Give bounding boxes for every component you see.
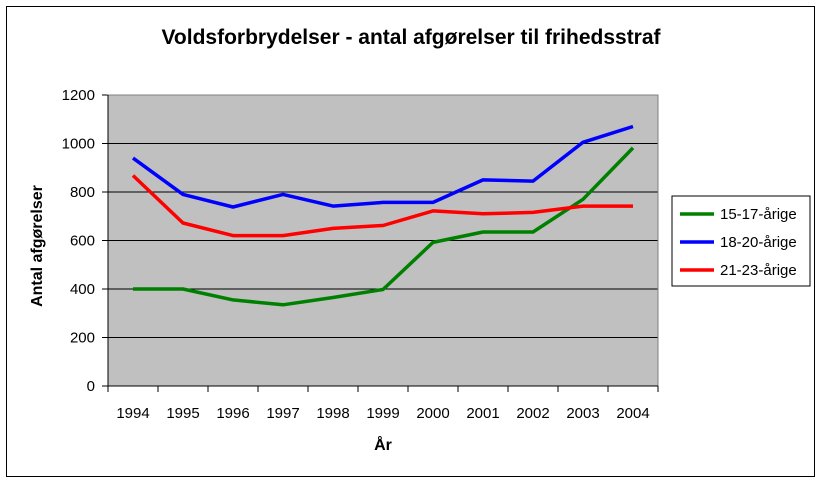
x-tick-label: 2003 [566,405,599,422]
x-tick-label: 1997 [266,405,299,422]
y-tick-label: 1200 [62,87,95,104]
x-tick-label: 1998 [316,405,349,422]
series-line-1 [133,146,635,307]
series-line-3 [131,174,633,238]
legend-label-1: 15-17-årige [720,206,797,223]
x-tick-label: 1996 [216,405,249,422]
axes [102,94,659,392]
y-tick-label: 1000 [62,136,95,153]
y-tick-label: 0 [87,378,95,395]
y-tick-label: 200 [70,330,95,347]
series-lines [131,124,635,307]
x-tick-label: 2002 [516,405,549,422]
x-tick-label: 2004 [616,405,649,422]
x-tick-label: 1995 [166,405,199,422]
x-tick-label: 1999 [366,405,399,422]
y-tick-label: 800 [70,184,95,201]
y-axis-label: Antal afgørelser [29,185,46,307]
series-line-2 [131,124,634,209]
x-tick-labels: 1994 1995 1996 1997 1998 1999 2000 2001 2002 2003… [116,405,649,422]
y-tick-label: 400 [70,281,95,298]
legend-label-2: 18-20-årige [720,234,797,251]
legend-label-3: 21-23-årige [720,262,797,279]
legend: 15-17-årige 18-20-årige 21-23-årige [671,195,811,287]
x-tick-label: 2001 [466,405,499,422]
x-tick-label: 2000 [416,405,449,422]
chart-title: Voldsforbrydelser - antal afgørelser til… [161,26,661,49]
x-axis-label: År [374,435,392,454]
x-tick-label: 1994 [116,405,149,422]
y-tick-label: 600 [70,233,95,250]
y-tick-labels: 0 200 400 600 800 1000 1200 [62,87,95,395]
